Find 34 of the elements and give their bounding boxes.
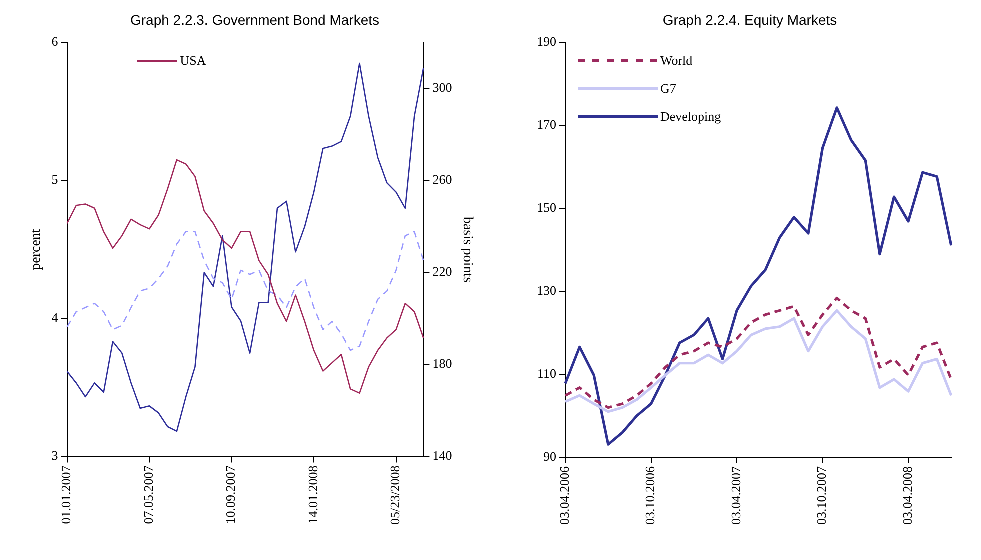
y-tick-label: 6 [52,34,59,50]
x-tick-label: 14.01.2008 [305,466,320,524]
y-tick-label: 4 [52,310,59,326]
legend-label: G7 [660,80,676,97]
x-tick-label: 01.01.2007 [58,465,74,524]
line-series [66,231,424,352]
y2-tick-label: 220 [432,264,452,280]
y-tick-label: 110 [537,366,556,381]
y-tick-label: 5 [52,172,58,188]
y-tick-label: 170 [537,117,556,132]
y-tick-label: 90 [544,448,556,464]
y-tick-label: 190 [537,34,556,50]
legend-label: World [660,52,693,69]
y2-tick-label: 300 [432,80,452,96]
chart-title: Graph 2.2.4. Equity Markets [662,11,838,30]
legend-label: Developing [660,108,722,125]
legend-label: USA [180,52,206,69]
x-tick-label: 03.04.2006 [556,466,572,525]
y2-tick-label: 180 [432,356,452,372]
x-tick-label: 10.09.2007 [223,465,238,524]
y-tick-label: 130 [537,283,556,298]
y-tick-label: 3 [52,448,58,464]
y-axis-title: percent [29,229,44,270]
x-tick-label: 03.10.2007 [814,466,830,525]
x-tick-label: 03.04.2008 [900,466,915,525]
x-tick-label: 07.05.2007 [140,465,156,524]
x-tick-label: 03.10.2006 [642,466,658,525]
chart-title: Graph 2.2.3. Government Bond Markets [129,11,380,30]
y2-axis-title: basis points [460,216,475,283]
x-tick-label: 03.04.2007 [728,466,744,525]
y2-tick-label: 140 [432,448,452,464]
y-tick-label: 150 [537,200,556,216]
x-tick-label: 05/23/2008 [388,466,403,526]
y2-tick-label: 260 [432,172,452,188]
